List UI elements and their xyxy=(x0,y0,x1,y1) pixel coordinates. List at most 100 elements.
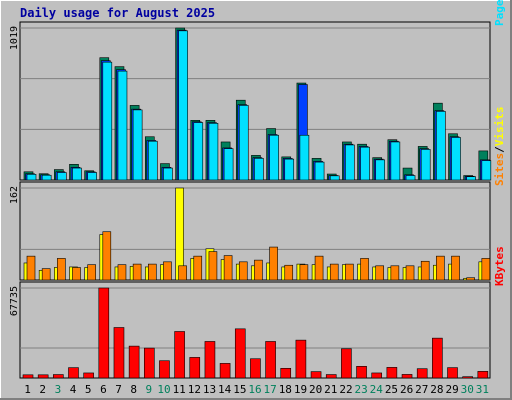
bar-kbytes-day-14 xyxy=(219,363,231,379)
x-tick-label: 22 xyxy=(339,383,352,396)
legend: Pages/Files/Hits xyxy=(493,0,506,26)
bar-sites-day-25 xyxy=(390,265,400,281)
bar-pages-day-21 xyxy=(329,175,340,181)
x-tick-label: 5 xyxy=(85,383,92,396)
x-tick-label: 24 xyxy=(370,383,384,396)
bar-pages-day-29 xyxy=(451,137,461,181)
bar-kbytes-day-10 xyxy=(159,360,170,379)
bar-kbytes-day-6 xyxy=(98,287,110,379)
legend: KBytes xyxy=(493,246,506,286)
bar-sites-day-15 xyxy=(238,261,248,281)
bar-sites-day-23 xyxy=(360,258,369,281)
bar-sites-day-17 xyxy=(269,246,278,281)
bar-sites-day-21 xyxy=(329,263,339,281)
legend-separator: / xyxy=(493,146,506,153)
legend-kbytes: KBytes xyxy=(493,246,506,286)
bar-sites-day-22 xyxy=(345,263,354,281)
bar-kbytes-day-13 xyxy=(204,341,216,379)
x-tick-label: 15 xyxy=(233,383,246,396)
chart-panels: 1019 Pages/Files/Hits 162 Sites/Visits 67735… xyxy=(9,0,506,379)
bar-sites-day-19 xyxy=(299,264,309,281)
bars xyxy=(23,187,491,281)
bar-pages-day-2 xyxy=(41,174,52,181)
bar-pages-day-10 xyxy=(163,167,173,181)
bar-kbytes-day-20 xyxy=(310,371,322,379)
x-tick-label: 20 xyxy=(309,383,322,396)
bar-sites-day-6 xyxy=(102,231,112,281)
bar-sites-day-11 xyxy=(178,265,187,281)
bar-kbytes-day-31 xyxy=(477,371,489,379)
x-tick-label: 13 xyxy=(203,383,216,396)
bar-sites-day-1 xyxy=(26,255,36,281)
bar-kbytes-day-21 xyxy=(325,374,337,379)
bar-pages-day-24 xyxy=(375,159,386,181)
bar-kbytes-day-18 xyxy=(280,368,292,379)
bar-sites-day-24 xyxy=(375,265,385,281)
x-tick-label: 2 xyxy=(39,383,46,396)
bar-sites-day-31 xyxy=(481,258,491,281)
bars xyxy=(22,287,489,379)
bar-pages-day-7 xyxy=(117,70,128,181)
x-tick-label: 28 xyxy=(430,383,443,396)
x-tick-label: 4 xyxy=(70,383,77,396)
y-max-label: 67735 xyxy=(9,286,20,316)
bar-sites-day-4 xyxy=(72,267,81,281)
bar-sites-day-27 xyxy=(420,260,430,281)
bar-kbytes-day-4 xyxy=(68,367,79,379)
bar-pages-day-4 xyxy=(72,167,82,181)
bar-sites-day-18 xyxy=(284,264,294,281)
x-tick-label: 23 xyxy=(355,383,368,396)
bar-pages-day-15 xyxy=(238,105,249,181)
x-tick-label: 18 xyxy=(279,383,292,396)
x-tick-label: 30 xyxy=(461,383,474,396)
legend-visits: Visits xyxy=(493,107,506,147)
bar-pages-day-26 xyxy=(405,175,416,181)
x-tick-label: 21 xyxy=(324,383,337,396)
bar-sites-day-30 xyxy=(466,277,475,281)
x-tick-label: 16 xyxy=(248,383,261,396)
bar-pages-day-9 xyxy=(147,140,158,181)
bar-kbytes-day-9 xyxy=(143,347,155,379)
bar-kbytes-day-29 xyxy=(447,367,458,379)
bar-pages-day-20 xyxy=(314,161,325,181)
bar-pages-day-12 xyxy=(193,122,204,181)
bar-sites-day-12 xyxy=(193,255,203,281)
bar-pages-day-19 xyxy=(299,134,310,181)
bar-kbytes-day-3 xyxy=(53,374,64,379)
bar-pages-day-6 xyxy=(102,61,113,181)
bar-pages-day-27 xyxy=(420,149,431,181)
bar-kbytes-day-25 xyxy=(386,367,398,379)
bar-pages-day-8 xyxy=(132,109,143,181)
bar-sites-day-26 xyxy=(405,265,415,281)
x-tick-label: 12 xyxy=(188,383,201,396)
x-tick-label: 9 xyxy=(146,383,153,396)
bar-kbytes-day-26 xyxy=(401,374,413,379)
bar-kbytes-day-17 xyxy=(265,341,276,379)
x-tick-label: 29 xyxy=(445,383,458,396)
x-tick-label: 17 xyxy=(264,383,277,396)
x-tick-label: 7 xyxy=(115,383,122,396)
bar-sites-day-13 xyxy=(208,251,218,281)
bar-kbytes-day-2 xyxy=(37,374,49,379)
x-tick-label: 19 xyxy=(294,383,307,396)
panel-hits-files-pages: 1019 Pages/Files/Hits xyxy=(9,0,506,181)
bar-sites-day-7 xyxy=(117,264,127,281)
x-tick-label: 8 xyxy=(130,383,137,396)
bar-pages-day-25 xyxy=(390,141,401,181)
bar-sites-day-2 xyxy=(41,268,51,281)
bar-kbytes-day-28 xyxy=(432,337,443,379)
y-max-label: 162 xyxy=(9,186,20,204)
bar-kbytes-day-24 xyxy=(371,372,383,379)
chart-title: Daily usage for August 2025 xyxy=(20,6,215,20)
x-tick-label: 14 xyxy=(218,383,232,396)
bar-kbytes-day-5 xyxy=(83,372,94,379)
x-tick-label: 27 xyxy=(415,383,428,396)
bar-kbytes-day-19 xyxy=(295,339,307,379)
bar-kbytes-day-27 xyxy=(416,368,428,379)
bar-sites-day-14 xyxy=(223,255,233,281)
bar-sites-day-8 xyxy=(132,263,142,281)
bar-pages-day-22 xyxy=(345,144,355,181)
bar-kbytes-day-30 xyxy=(462,376,473,379)
